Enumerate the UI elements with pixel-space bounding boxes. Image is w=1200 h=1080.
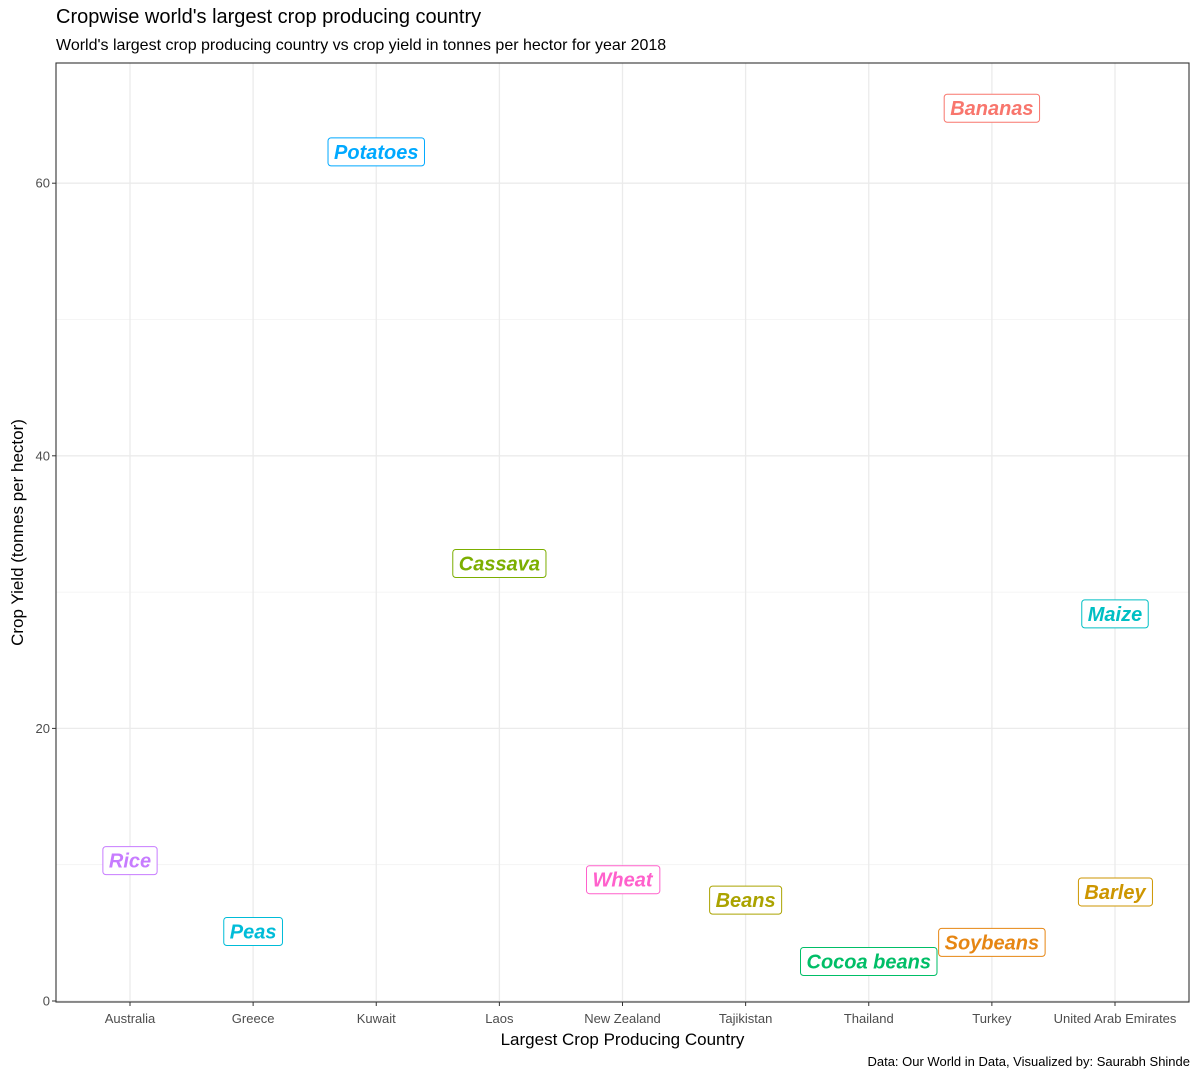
x-tick-label: New Zealand — [584, 1011, 661, 1026]
x-tick-label: Turkey — [972, 1011, 1012, 1026]
data-point-box — [327, 137, 425, 167]
data-point-box — [800, 946, 938, 976]
data-point-label: Rice — [109, 851, 151, 873]
data-point-label: Potatoes — [334, 142, 418, 164]
data-point-wheat: Wheat — [586, 865, 661, 895]
data-point-label: Soybeans — [945, 932, 1039, 954]
data-point-peas: Peas — [223, 916, 283, 946]
data-point-label: Cassava — [459, 553, 540, 575]
y-tick-label: 20 — [36, 721, 50, 736]
data-point-label: Bananas — [950, 98, 1033, 120]
y-tick-label: 40 — [36, 448, 50, 463]
data-point-box — [943, 93, 1041, 123]
data-point-box — [938, 927, 1046, 957]
x-tick-label: Kuwait — [357, 1011, 396, 1026]
data-point-label: Peas — [230, 921, 277, 943]
data-point-label: Wheat — [593, 870, 654, 892]
data-point-rice: Rice — [102, 846, 158, 876]
data-point-label: Beans — [716, 890, 776, 912]
data-point-soybeans: Soybeans — [938, 927, 1046, 957]
data-point-cocoa-beans: Cocoa beans — [800, 946, 938, 976]
data-point-box — [586, 865, 661, 895]
y-tick-label: 0 — [43, 994, 50, 1009]
data-point-box — [1077, 877, 1153, 907]
data-point-beans: Beans — [709, 885, 783, 915]
data-point-box — [709, 885, 783, 915]
data-point-box — [223, 916, 283, 946]
data-point-cassava: Cassava — [452, 548, 547, 578]
data-point-label: Barley — [1084, 882, 1146, 904]
x-tick-label: Tajikistan — [719, 1011, 772, 1026]
data-point-potatoes: Potatoes — [327, 137, 425, 167]
data-point-barley: Barley — [1077, 877, 1153, 907]
x-tick-label: United Arab Emirates — [1054, 1011, 1177, 1026]
x-tick-label: Laos — [485, 1011, 514, 1026]
y-tick-label: 60 — [36, 176, 50, 191]
data-point-bananas: Bananas — [943, 93, 1041, 123]
data-point-box — [102, 846, 158, 876]
x-tick-label: Australia — [105, 1011, 156, 1026]
data-point-box — [1081, 599, 1149, 629]
chart-caption: Data: Our World in Data, Visualized by: … — [867, 1054, 1190, 1069]
data-point-label: Cocoa beans — [807, 951, 931, 973]
x-tick-label: Thailand — [844, 1011, 894, 1026]
data-point-maize: Maize — [1081, 599, 1149, 629]
data-point-box — [452, 548, 547, 578]
x-tick-label: Greece — [232, 1011, 275, 1026]
x-axis-title: Largest Crop Producing Country — [501, 1030, 745, 1049]
chart-subtitle: World's largest crop producing country v… — [56, 37, 667, 54]
data-point-label: Maize — [1088, 604, 1142, 626]
chart-title: Cropwise world's largest crop producing … — [56, 6, 482, 28]
y-axis-title: Crop Yield (tonnes per hector) — [8, 419, 27, 646]
